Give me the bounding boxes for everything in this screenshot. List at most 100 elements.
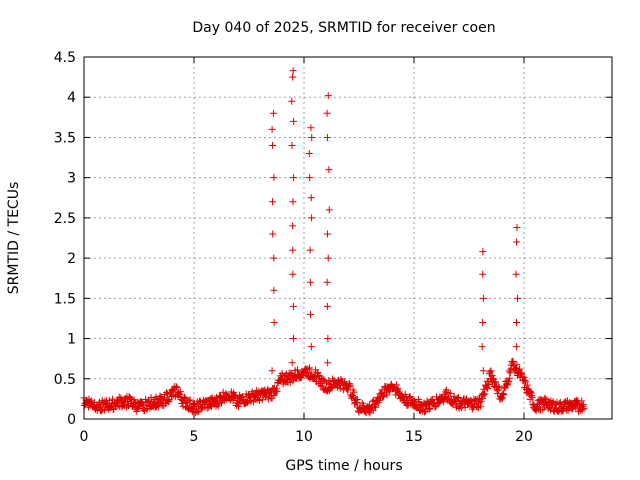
data-point — [572, 403, 580, 411]
data-point — [509, 357, 517, 365]
y-tick-label: 2 — [67, 251, 76, 267]
data-point — [506, 369, 514, 377]
data-point — [499, 394, 507, 402]
y-tick-label: 2.5 — [54, 211, 76, 227]
data-point — [484, 385, 492, 393]
data-point — [290, 174, 298, 182]
data-point — [346, 380, 354, 388]
data-point — [425, 405, 433, 413]
data-points — [80, 67, 588, 417]
data-point — [375, 396, 383, 404]
data-point — [353, 396, 361, 404]
data-point — [371, 402, 379, 410]
data-point — [514, 367, 522, 375]
data-point — [326, 385, 334, 393]
data-point — [478, 394, 486, 402]
data-point — [512, 343, 520, 351]
y-tick-label: 0 — [67, 412, 76, 428]
data-point — [578, 406, 586, 414]
y-tick-label: 3 — [67, 171, 76, 187]
data-point — [306, 174, 314, 182]
data-point — [325, 166, 333, 174]
data-point — [513, 318, 521, 326]
gridlines — [84, 57, 612, 419]
data-point — [479, 391, 487, 399]
data-point — [307, 368, 315, 376]
data-point — [181, 395, 189, 403]
data-point — [293, 366, 301, 374]
data-point — [324, 92, 332, 100]
data-point — [499, 390, 507, 398]
data-point — [490, 375, 498, 383]
data-point — [306, 278, 314, 286]
data-point — [299, 370, 307, 378]
data-point — [270, 254, 278, 262]
data-point — [488, 371, 496, 379]
data-point — [269, 230, 277, 238]
data-point — [222, 389, 230, 397]
data-point — [180, 394, 188, 402]
chart-title: Day 040 of 2025, SRMTID for receiver coe… — [192, 20, 495, 36]
data-point — [394, 386, 401, 394]
y-tick-label: 1 — [67, 332, 76, 348]
data-point — [479, 294, 487, 302]
y-axis-label: SRMTID / TECUs — [6, 182, 22, 295]
data-point — [487, 367, 495, 375]
data-point — [522, 378, 530, 386]
data-point — [323, 230, 331, 238]
data-point — [306, 364, 313, 372]
data-point — [134, 403, 142, 411]
data-point — [500, 390, 508, 398]
data-point — [446, 390, 454, 398]
data-point — [406, 392, 414, 400]
x-axis-label: GPS time / hours — [285, 458, 402, 474]
data-point — [466, 398, 474, 406]
data-point — [409, 398, 417, 406]
data-point — [394, 385, 402, 393]
data-point — [479, 248, 487, 256]
data-point — [350, 388, 358, 396]
data-point — [513, 224, 521, 232]
data-point — [84, 403, 92, 411]
data-point — [181, 393, 189, 401]
data-point — [203, 397, 211, 405]
data-point — [289, 198, 297, 206]
data-point — [481, 390, 489, 398]
data-point — [541, 394, 549, 402]
data-point — [307, 343, 315, 351]
data-point — [348, 392, 356, 400]
data-point — [317, 382, 325, 390]
data-point — [528, 393, 536, 401]
data-point — [273, 387, 281, 395]
data-point — [325, 206, 333, 214]
data-point — [401, 390, 409, 398]
data-point — [289, 302, 297, 310]
data-point — [495, 384, 503, 392]
data-point — [269, 141, 277, 149]
data-point — [289, 222, 297, 230]
data-point — [288, 97, 296, 105]
data-point — [288, 359, 296, 367]
data-point — [323, 109, 331, 117]
x-tick-label: 20 — [515, 429, 533, 445]
data-point — [478, 343, 486, 351]
data-point — [477, 398, 485, 406]
data-point — [578, 397, 586, 405]
data-point — [173, 384, 181, 392]
data-point — [269, 198, 277, 206]
x-tick-label: 5 — [190, 429, 199, 445]
data-point — [229, 396, 237, 404]
data-point — [270, 174, 278, 182]
data-point — [126, 394, 134, 402]
y-tick-label: 4.5 — [54, 50, 76, 66]
plot-frame — [83, 56, 613, 420]
data-point — [270, 318, 278, 326]
data-point — [479, 270, 487, 278]
data-point — [186, 396, 194, 404]
data-point — [314, 369, 322, 377]
data-point — [310, 373, 318, 381]
data-point — [513, 361, 521, 369]
data-point — [580, 404, 588, 412]
